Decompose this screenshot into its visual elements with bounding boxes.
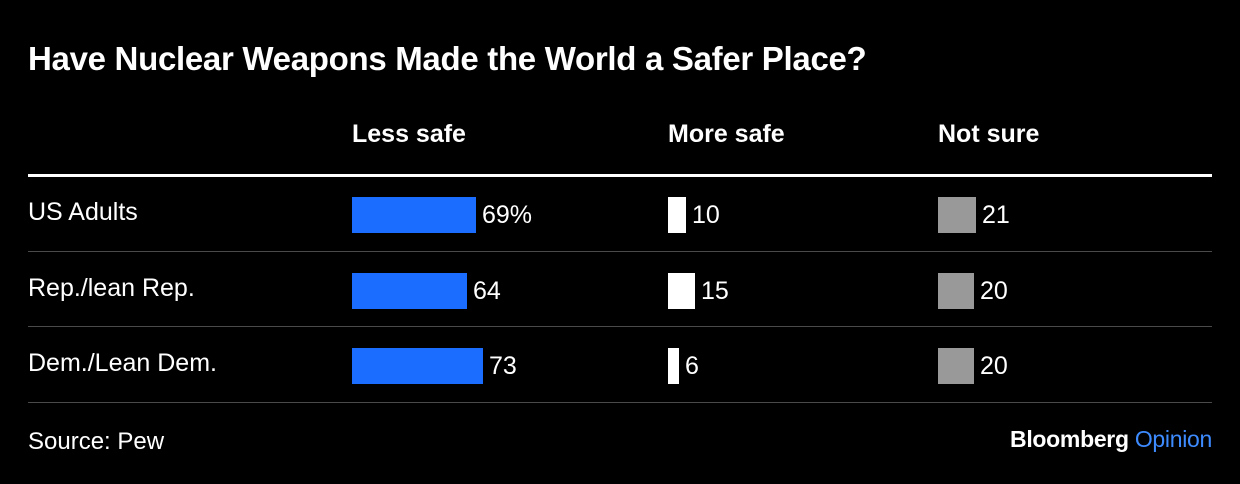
brand-name: Bloomberg <box>1010 426 1129 452</box>
bar-not-sure-us-adults <box>938 197 976 233</box>
bar-less-safe-us-adults <box>352 197 476 233</box>
value-label-less-safe-dem-lean-dem: 73 <box>489 352 517 380</box>
brand-logo: Bloomberg Opinion <box>1010 426 1212 453</box>
brand-suffix: Opinion <box>1134 426 1212 452</box>
bar-less-safe-dem-lean-dem <box>352 348 483 384</box>
row-label-rep-lean-rep: Rep./lean Rep. <box>28 274 195 302</box>
bar-more-safe-rep-lean-rep <box>668 273 695 309</box>
row-label-dem-lean-dem: Dem./Lean Dem. <box>28 349 217 377</box>
bar-not-sure-rep-lean-rep <box>938 273 974 309</box>
value-label-not-sure-rep-lean-rep: 20 <box>980 277 1008 305</box>
value-label-not-sure-us-adults: 21 <box>982 201 1010 229</box>
value-label-more-safe-us-adults: 10 <box>692 201 720 229</box>
value-label-more-safe-dem-lean-dem: 6 <box>685 352 699 380</box>
row-label-us-adults: US Adults <box>28 198 138 226</box>
bar-not-sure-dem-lean-dem <box>938 348 974 384</box>
row-divider <box>28 402 1212 403</box>
bar-more-safe-dem-lean-dem <box>668 348 679 384</box>
column-header-less-safe: Less safe <box>352 120 466 148</box>
bar-more-safe-us-adults <box>668 197 686 233</box>
column-header-not-sure: Not sure <box>938 120 1040 148</box>
bar-less-safe-rep-lean-rep <box>352 273 467 309</box>
source-note: Source: Pew <box>28 428 165 455</box>
value-label-more-safe-rep-lean-rep: 15 <box>701 277 729 305</box>
value-label-less-safe-rep-lean-rep: 64 <box>473 277 501 305</box>
row-divider <box>28 251 1212 252</box>
chart-title: Have Nuclear Weapons Made the World a Sa… <box>28 40 867 77</box>
column-header-more-safe: More safe <box>668 120 785 148</box>
row-divider <box>28 326 1212 327</box>
header-rule <box>28 174 1212 177</box>
value-label-not-sure-dem-lean-dem: 20 <box>980 352 1008 380</box>
value-label-less-safe-us-adults: 69% <box>482 201 533 229</box>
